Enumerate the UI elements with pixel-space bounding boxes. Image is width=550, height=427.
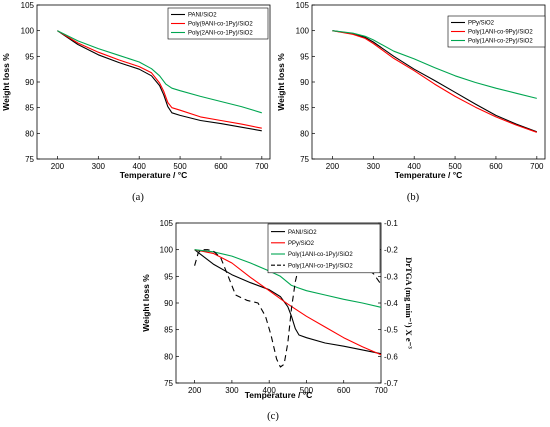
x-tick-label: 300 bbox=[225, 386, 239, 395]
legend-label: Poly(9ANI-co-1Py)/SiO2 bbox=[188, 22, 253, 28]
chart-panel-2: 200 300 400 500 600 700 75 80 85 90 95 100 105 PPy/Si… bbox=[276, 1, 546, 203]
y-tick-label: 80 bbox=[25, 129, 34, 138]
y-tick-label: 80 bbox=[300, 129, 309, 138]
x-tick-label: 600 bbox=[489, 162, 503, 171]
panel-caption: (b) bbox=[407, 192, 420, 203]
y-tick-label: 100 bbox=[21, 27, 35, 36]
legend-label: Poly(1ANI-co-2Py)/SiO2 bbox=[468, 39, 533, 45]
x-axis-label: Temperature / °C bbox=[395, 170, 462, 180]
chart-panel-1: 200 300 400 500 600 700 75 80 85 90 95 100 105 PANI/S… bbox=[1, 1, 271, 203]
series-line-2 bbox=[194, 249, 382, 356]
y2-tick-label: -0.3 bbox=[384, 272, 398, 281]
x-tick-label: 500 bbox=[448, 162, 462, 171]
y-axis-label: Weight loss % bbox=[276, 53, 286, 111]
y-tick-label: 85 bbox=[164, 326, 173, 335]
series-line-3 bbox=[194, 249, 382, 308]
y-tick-label: 90 bbox=[164, 299, 173, 308]
y-axis-label: Weight loss % bbox=[141, 274, 151, 332]
x-tick-label: 400 bbox=[133, 162, 147, 171]
x-tick-label: 700 bbox=[255, 162, 269, 171]
y2-axis-label: DrTGA (mg min⁻¹) X e⁻³ bbox=[404, 257, 414, 349]
series-line-3 bbox=[332, 30, 537, 99]
x-tick-label: 500 bbox=[300, 386, 314, 395]
y2-tick-label: -0.4 bbox=[384, 299, 398, 308]
y-tick-label: 105 bbox=[21, 1, 35, 10]
y-axis-label: Weight loss % bbox=[1, 53, 11, 111]
legend-label: Poly(1ANI-co-1Py)/SiO2 bbox=[288, 252, 353, 258]
series-line-1 bbox=[57, 30, 262, 132]
chart-panel-3: 200 300 400 500 600 700 75 80 85 90 95 100 105 -0.7 -0… bbox=[141, 219, 414, 422]
series-line-2 bbox=[332, 30, 537, 133]
x-tick-label: 300 bbox=[92, 162, 106, 171]
y-tick-label: 100 bbox=[296, 27, 310, 36]
y2-tick-label: -0.6 bbox=[384, 352, 398, 361]
x-tick-label: 300 bbox=[367, 162, 381, 171]
series-line-1 bbox=[194, 249, 382, 355]
legend-label: PPy/SiO2 bbox=[288, 241, 315, 247]
legend-label: PANI/SiO2 bbox=[188, 13, 217, 19]
y-tick-label: 90 bbox=[25, 78, 34, 87]
y-tick-label: 90 bbox=[300, 78, 309, 87]
x-tick-label: 200 bbox=[51, 162, 65, 171]
y-tick-label: 100 bbox=[160, 246, 174, 255]
x-tick-label: 700 bbox=[530, 162, 544, 171]
y-tick-label: 105 bbox=[296, 1, 310, 10]
series-line-3 bbox=[57, 30, 262, 114]
y-tick-label: 95 bbox=[25, 52, 34, 61]
legend-label: Poly(1ANI-co-9Py)/SiO2 bbox=[468, 30, 533, 36]
x-tick-label: 500 bbox=[173, 162, 187, 171]
y2-tick-label: -0.1 bbox=[384, 219, 398, 228]
y-tick-label: 85 bbox=[300, 104, 309, 113]
y-tick-label: 95 bbox=[164, 272, 173, 281]
x-axis-label: Temperature / °C bbox=[120, 170, 187, 180]
legend-label: PPy/SiO2 bbox=[468, 21, 495, 27]
panel-caption: (c) bbox=[267, 411, 279, 422]
y-tick-label: 80 bbox=[164, 352, 173, 361]
y-tick-label: 75 bbox=[25, 155, 34, 164]
series-line-2 bbox=[57, 30, 262, 129]
legend-box bbox=[267, 223, 381, 274]
x-tick-label: 400 bbox=[263, 386, 277, 395]
legend-label: PANI/SiO2 bbox=[288, 230, 317, 236]
x-axis-label: Temperature / °C bbox=[245, 390, 312, 400]
y-tick-label: 95 bbox=[300, 52, 309, 61]
y-tick-label: 75 bbox=[164, 379, 173, 388]
panel-caption: (a) bbox=[132, 192, 144, 203]
legend-label: Poly(2ANI-co-1Py)/SiO2 bbox=[188, 31, 253, 37]
x-tick-label: 400 bbox=[408, 162, 422, 171]
y-tick-label: 105 bbox=[160, 219, 174, 228]
y2-tick-label: -0.7 bbox=[384, 379, 398, 388]
y2-tick-label: -0.2 bbox=[384, 246, 398, 255]
series-line-1 bbox=[332, 30, 537, 133]
x-tick-label: 700 bbox=[374, 386, 388, 395]
legend-label: Poly(1ANI-co-1Py)/SiO2 bbox=[288, 263, 353, 269]
x-tick-label: 200 bbox=[188, 386, 202, 395]
y-tick-label: 75 bbox=[300, 155, 309, 164]
x-tick-label: 600 bbox=[214, 162, 228, 171]
y-tick-label: 85 bbox=[25, 104, 34, 113]
x-tick-label: 200 bbox=[326, 162, 340, 171]
y2-tick-label: -0.5 bbox=[384, 326, 398, 335]
x-tick-label: 600 bbox=[337, 386, 351, 395]
